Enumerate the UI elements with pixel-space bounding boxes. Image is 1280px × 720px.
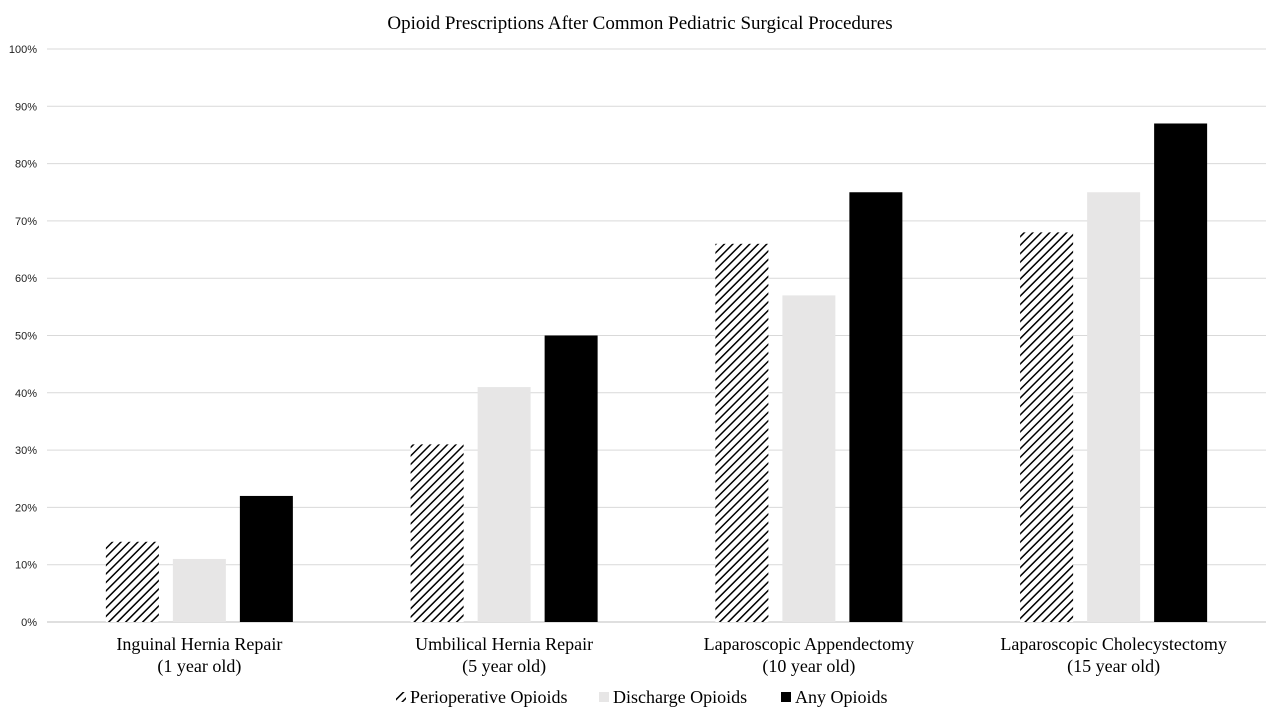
y-tick-label: 20% bbox=[15, 502, 37, 514]
y-tick-label: 60% bbox=[15, 273, 37, 285]
x-tick-label: (10 year old) bbox=[762, 656, 855, 677]
bar-perioperative-opioids bbox=[715, 243, 769, 622]
legend-label: Discharge Opioids bbox=[613, 687, 747, 707]
y-axis-ticks: 0% 10% 20% 30% 40% 50% 60% 70% 80% 90% 100% bbox=[9, 44, 37, 629]
bar-perioperative-opioids bbox=[1020, 232, 1074, 623]
legend-label: Perioperative Opioids bbox=[410, 687, 567, 707]
x-tick-label: Laparoscopic Appendectomy bbox=[704, 634, 914, 654]
x-tick-label: (5 year old) bbox=[462, 656, 546, 677]
y-tick-label: 80% bbox=[15, 159, 37, 171]
legend-swatch bbox=[396, 692, 406, 702]
y-tick-label: 50% bbox=[15, 331, 37, 343]
y-tick-label: 30% bbox=[15, 445, 37, 457]
bar-discharge-opioids bbox=[477, 387, 531, 622]
chart-title: Opioid Prescriptions After Common Pediat… bbox=[387, 13, 892, 34]
x-tick-label: (15 year old) bbox=[1067, 656, 1160, 677]
bar-discharge-opioids bbox=[172, 558, 226, 622]
gridlines bbox=[47, 48, 1266, 623]
y-tick-label: 40% bbox=[15, 388, 37, 400]
bar-discharge-opioids bbox=[782, 295, 836, 622]
legend-swatch bbox=[781, 692, 791, 702]
bar-any-opioids bbox=[849, 192, 903, 622]
x-tick-label: Umbilical Hernia Repair bbox=[415, 634, 593, 654]
bar-any-opioids bbox=[239, 495, 293, 622]
bar-any-opioids bbox=[1154, 123, 1208, 623]
bar-perioperative-opioids bbox=[105, 541, 159, 622]
legend: Perioperative Opioids Discharge Opioids An… bbox=[396, 687, 888, 707]
x-tick-label: Inguinal Hernia Repair bbox=[116, 634, 282, 654]
bars bbox=[105, 123, 1208, 623]
bar-perioperative-opioids bbox=[410, 444, 464, 622]
y-tick-label: 90% bbox=[15, 101, 37, 113]
bar-discharge-opioids bbox=[1087, 192, 1141, 622]
y-tick-label: 70% bbox=[15, 216, 37, 228]
bar-any-opioids bbox=[544, 335, 598, 622]
x-tick-label: Laparoscopic Cholecystectomy bbox=[1000, 634, 1226, 654]
x-axis-ticks: Inguinal Hernia Repair(1 year old) Umbili… bbox=[116, 634, 1226, 677]
legend-label: Any Opioids bbox=[795, 687, 888, 707]
y-tick-label: 100% bbox=[9, 44, 37, 56]
y-tick-label: 0% bbox=[21, 617, 37, 629]
x-tick-label: (1 year old) bbox=[157, 656, 241, 677]
y-tick-label: 10% bbox=[15, 560, 37, 572]
legend-swatch bbox=[599, 692, 609, 702]
